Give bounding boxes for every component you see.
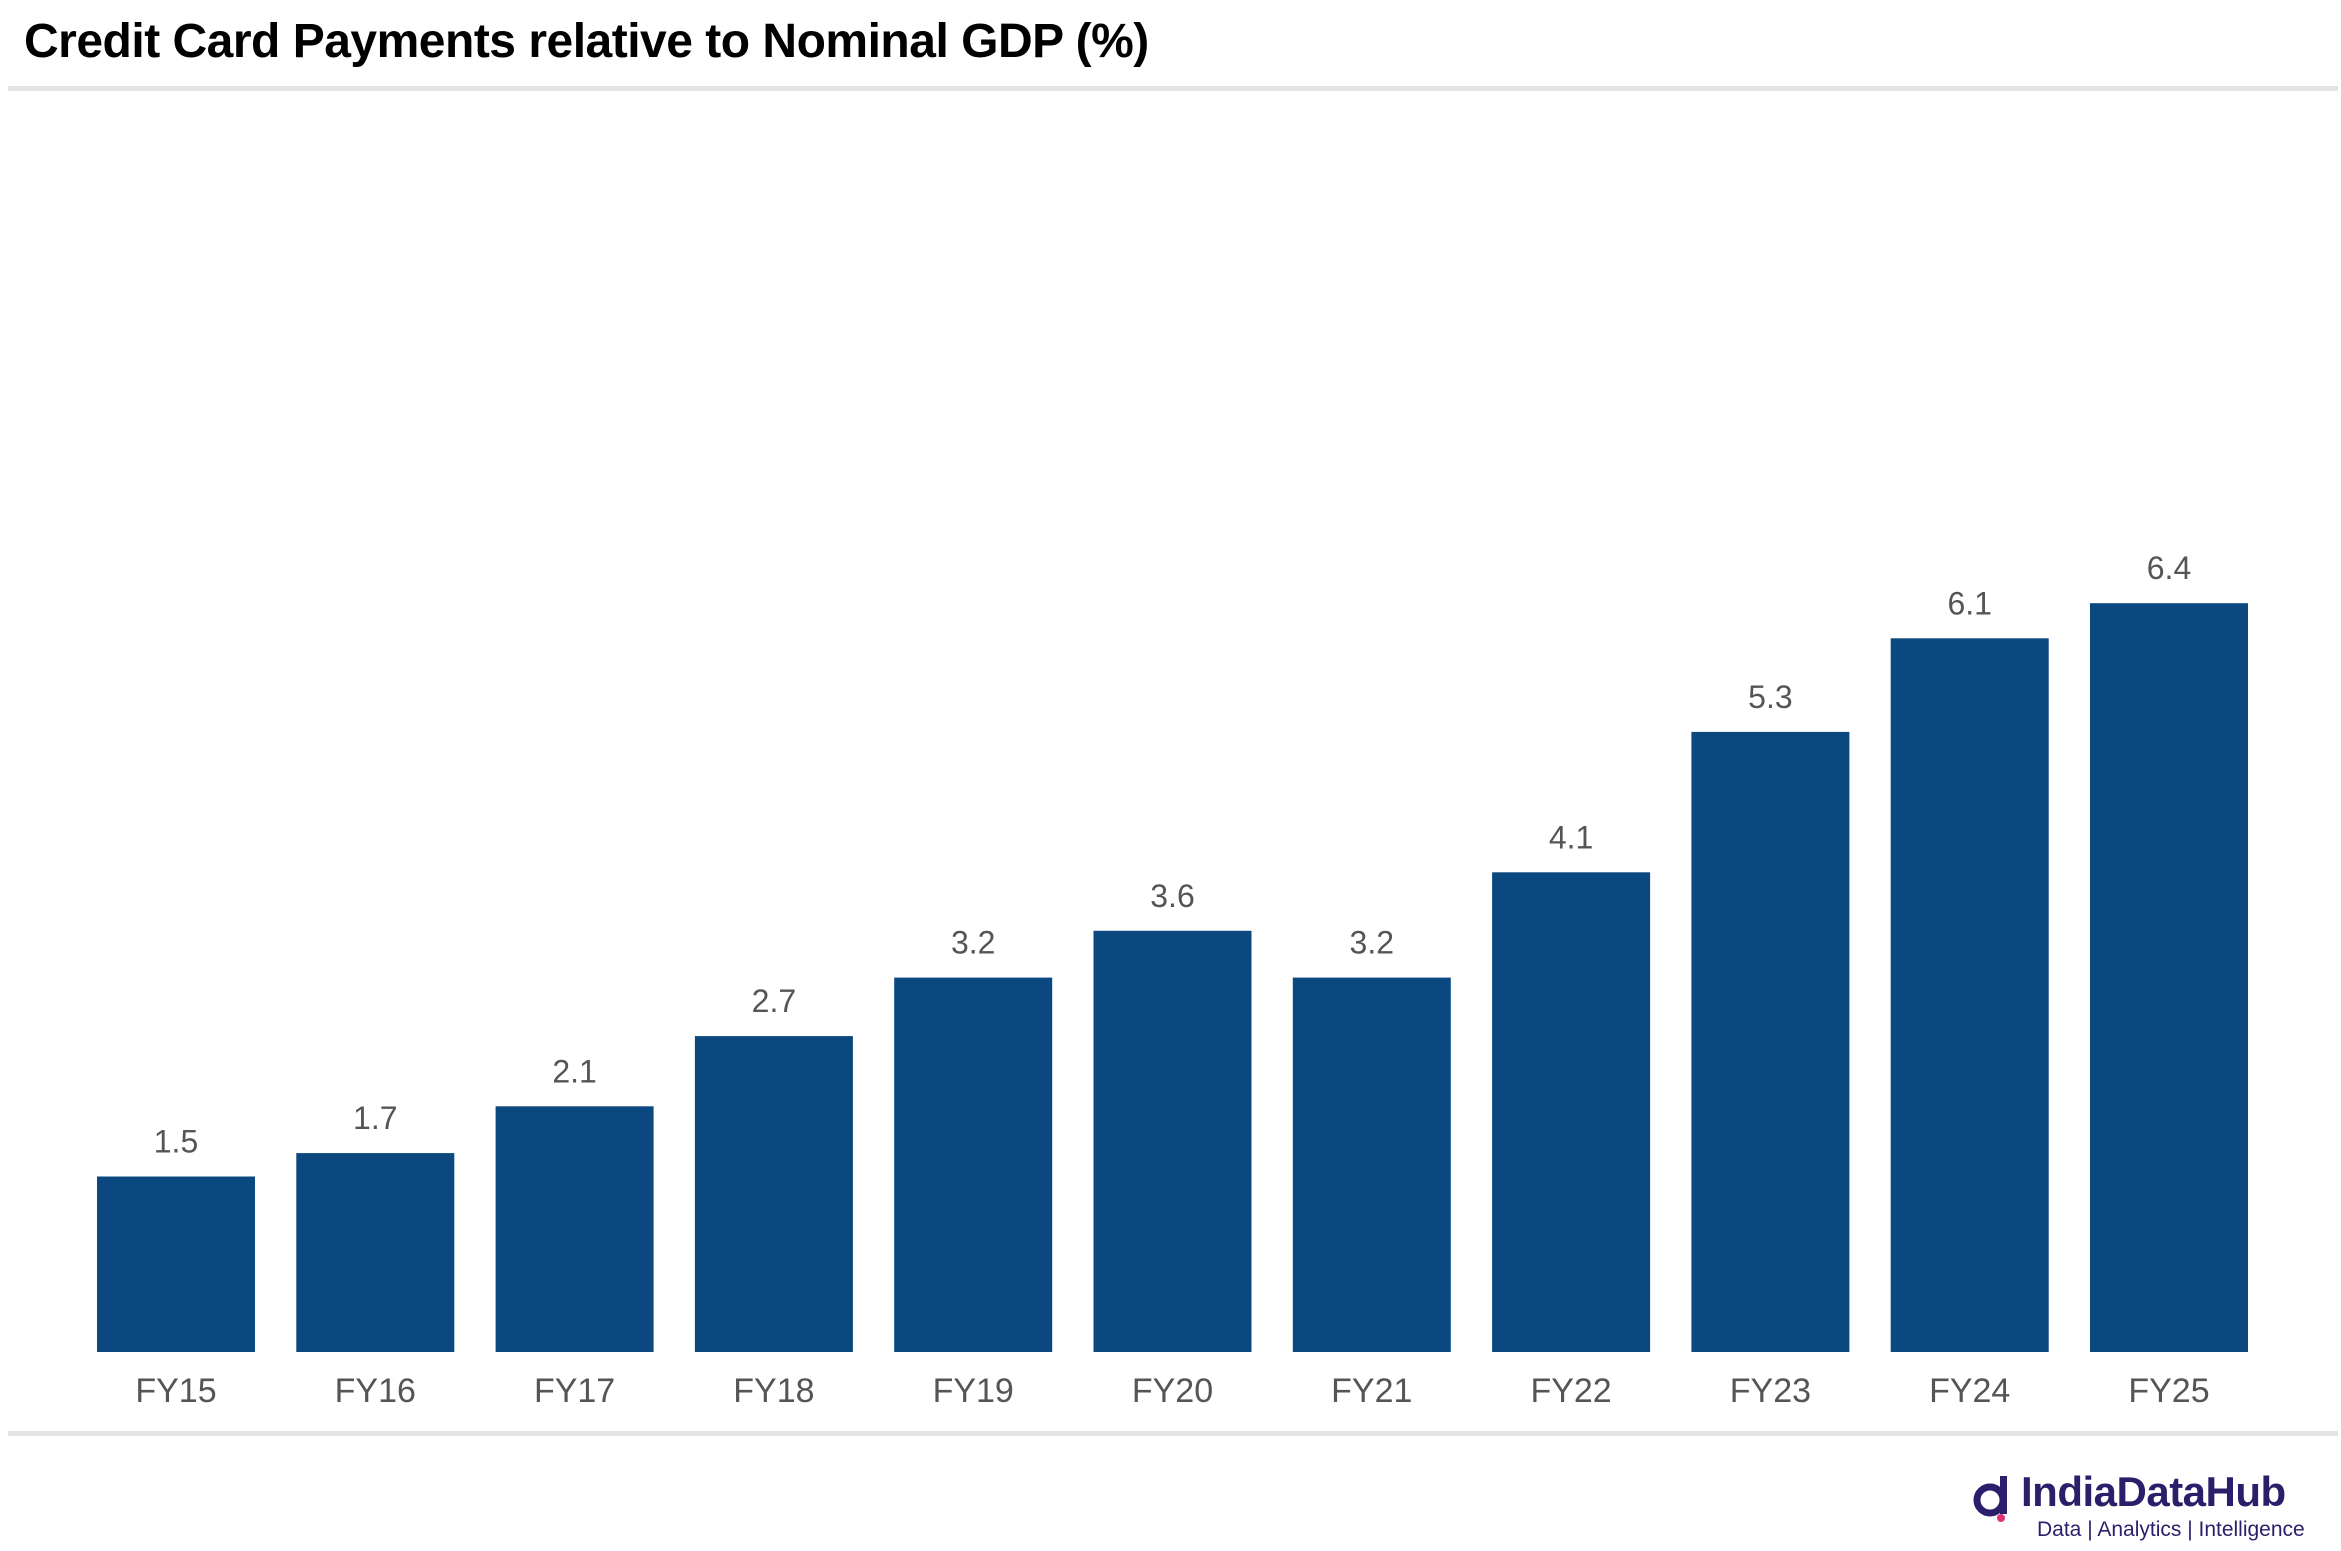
x-tick-label-fy21: FY21: [1331, 1372, 1412, 1410]
bar-fy21: [1292, 977, 1451, 1352]
bar-fy24: [1890, 638, 2049, 1352]
x-tick-label-fy25: FY25: [2128, 1372, 2209, 1410]
bar-fy18: [694, 1036, 853, 1352]
bottom-divider: [8, 1431, 2338, 1436]
x-tick-label-fy17: FY17: [534, 1372, 615, 1410]
data-label-fy21: 3.2: [1350, 925, 1394, 961]
bar-fy16: [296, 1153, 455, 1352]
data-label-fy23: 5.3: [1748, 679, 1792, 715]
chart-title: Credit Card Payments relative to Nominal…: [24, 15, 1149, 68]
bar-fy15: [97, 1176, 255, 1352]
x-tick-label-fy24: FY24: [1929, 1372, 2010, 1410]
bar-fy25: [2090, 603, 2248, 1352]
data-label-fy15: 1.5: [154, 1124, 198, 1160]
bar-fy22: [1492, 872, 1651, 1352]
x-tick-label-fy15: FY15: [135, 1372, 216, 1410]
data-label-fy24: 6.1: [1947, 585, 1991, 621]
bar-fy17: [495, 1106, 654, 1352]
indiadatahub-logo-icon: [1973, 1476, 2007, 1522]
top-divider: [8, 86, 2338, 91]
data-label-fy16: 1.7: [353, 1100, 397, 1136]
brand-tagline: Data | Analytics | Intelligence: [2037, 1518, 2305, 1541]
data-label-fy17: 2.1: [552, 1053, 596, 1089]
x-tick-label-fy18: FY18: [733, 1372, 814, 1410]
data-label-fy22: 4.1: [1549, 819, 1593, 855]
x-tick-label-fy22: FY22: [1530, 1372, 1611, 1410]
x-tick-label-fy19: FY19: [933, 1372, 1014, 1410]
data-label-fy20: 3.6: [1150, 878, 1194, 914]
x-tick-label-fy23: FY23: [1730, 1372, 1811, 1410]
data-label-fy18: 2.7: [752, 983, 796, 1019]
bar-fy19: [894, 977, 1053, 1352]
brand-logo: IndiaDataHub Data | Analytics | Intellig…: [1971, 1468, 2331, 1544]
brand-name: IndiaDataHub: [2021, 1468, 2286, 1515]
x-tick-label-fy20: FY20: [1132, 1372, 1213, 1410]
x-tick-label-fy16: FY16: [335, 1372, 416, 1410]
bar-fy23: [1691, 731, 1850, 1352]
data-label-fy19: 3.2: [951, 925, 995, 961]
bar-fy20: [1093, 930, 1252, 1352]
bar-chart: 1.5 FY15 1.7 FY16 2.1 FY17 2.7 FY18 3.2 FY19 3.6 FY…: [97, 550, 2248, 1410]
data-label-fy25: 6.4: [2147, 550, 2191, 586]
